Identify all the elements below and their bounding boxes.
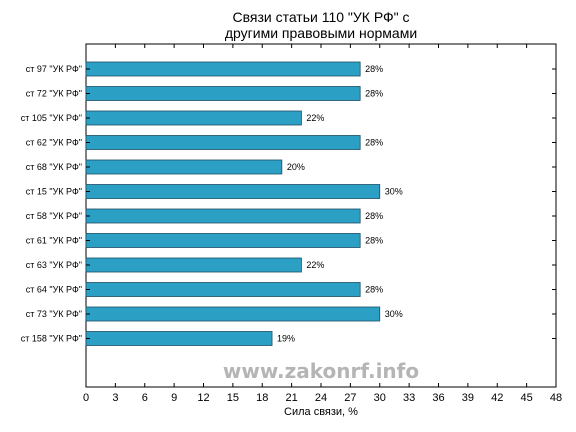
x-tick-label: 3 [112, 392, 118, 404]
data-label: 28% [365, 138, 383, 148]
category-label: ст 158 "УК РФ" [21, 334, 82, 344]
data-label: 28% [365, 285, 383, 295]
x-tick-label: 33 [403, 392, 415, 404]
bar [85, 306, 381, 322]
x-tick-label: 36 [432, 392, 444, 404]
bar [85, 233, 361, 248]
data-label: 22% [306, 113, 324, 123]
bar [85, 282, 361, 297]
x-tick-label: 24 [315, 392, 327, 404]
x-axis-title: Сила связи, % [284, 406, 358, 418]
data-label: 28% [365, 64, 383, 74]
bar [85, 184, 381, 199]
category-label: ст 64 "УК РФ" [26, 285, 82, 295]
bar [85, 135, 361, 150]
x-tick-label: 0 [83, 392, 89, 404]
bar [85, 110, 302, 126]
chart-title-line: Связи статьи 110 "УК РФ" с [232, 9, 409, 25]
x-tick-label: 12 [197, 392, 209, 404]
category-label: ст 72 "УК РФ" [26, 89, 82, 99]
category-label: ст 63 "УК РФ" [26, 260, 82, 270]
category-label: ст 58 "УК РФ" [26, 211, 82, 221]
x-tick-label: 6 [142, 392, 148, 404]
category-label: ст 68 "УК РФ" [26, 162, 82, 172]
data-label: 22% [306, 260, 324, 270]
bar [85, 61, 361, 77]
category-label: ст 61 "УК РФ" [26, 236, 82, 246]
bar [85, 257, 302, 273]
category-label: ст 73 "УК РФ" [26, 309, 82, 319]
data-label: 28% [365, 89, 383, 99]
x-tick-label: 21 [286, 392, 298, 404]
data-label: 30% [385, 187, 403, 197]
bar [85, 86, 361, 101]
x-tick-label: 42 [491, 392, 503, 404]
x-tick-label: 27 [344, 392, 356, 404]
bars-group: 28% 28% 22% 28% 20% 30% 28% 28% 22% 28% 30% 19% [85, 61, 403, 346]
x-axis-ticks: 0 3 6 9 12 15 18 21 24 27 30 33 36 39 42 45 48 [83, 44, 562, 404]
category-label: ст 62 "УК РФ" [26, 138, 82, 148]
chart-title-line: другими правовыми нормами [225, 25, 417, 41]
x-tick-label: 15 [227, 392, 239, 404]
x-tick-label: 18 [256, 392, 268, 404]
bar [85, 331, 273, 346]
x-tick-label: 45 [521, 392, 533, 404]
category-label: ст 15 "УК РФ" [26, 187, 82, 197]
data-label: 28% [365, 211, 383, 221]
bar [85, 159, 283, 175]
watermark: www.zakonrf.info [223, 359, 419, 383]
x-tick-label: 30 [374, 392, 386, 404]
data-label: 20% [287, 162, 305, 172]
data-label: 19% [277, 334, 295, 344]
y-axis-ticks: ст 97 "УК РФ" ст 72 "УК РФ" ст 105 "УК РФ"… [21, 64, 556, 344]
x-tick-label: 48 [550, 392, 562, 404]
bar [85, 208, 361, 224]
data-label: 30% [385, 309, 403, 319]
data-label: 28% [365, 236, 383, 246]
x-tick-label: 9 [171, 392, 177, 404]
x-tick-label: 39 [462, 392, 474, 404]
category-label: ст 97 "УК РФ" [26, 64, 82, 74]
category-label: ст 105 "УК РФ" [21, 113, 82, 123]
